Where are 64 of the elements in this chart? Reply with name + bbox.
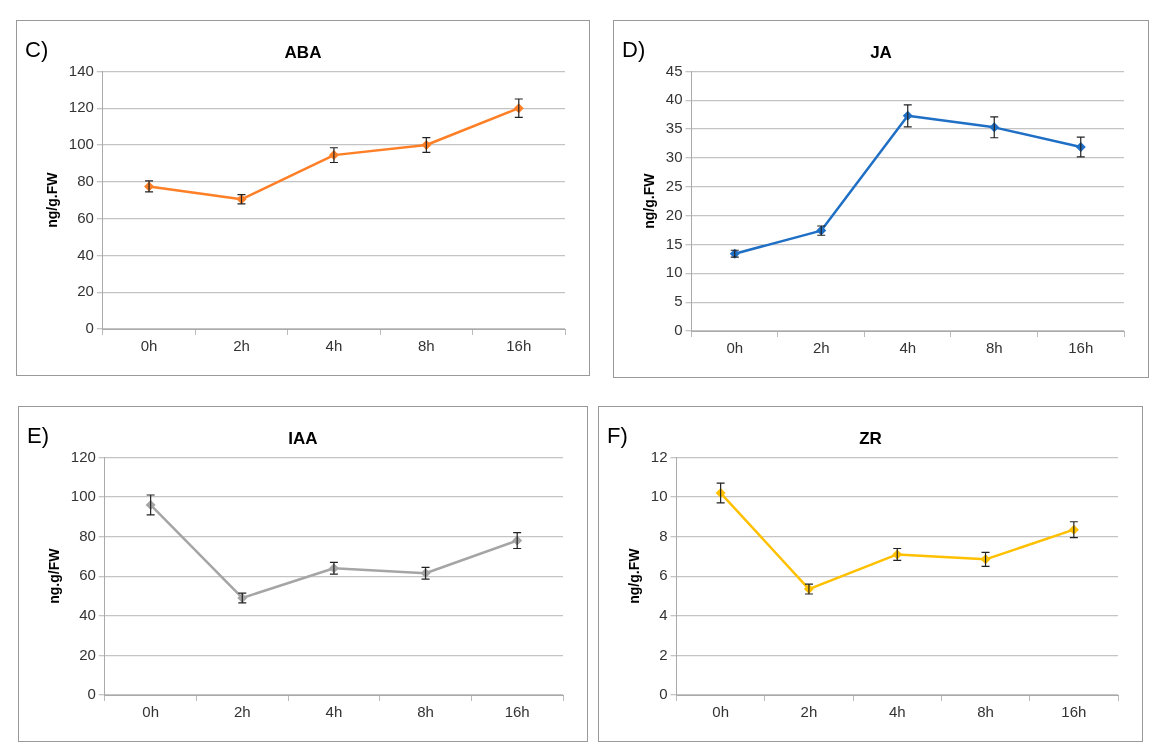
chart-title: IAA [288,428,318,448]
y-tick-label: 80 [79,526,96,544]
y-tick-label: 0 [659,685,668,703]
x-tick-label: 0h [726,339,744,357]
chart-title: ZR [859,428,882,448]
y-tick-label: 8 [659,526,668,544]
x-tick-label: 0h [142,703,159,721]
y-axis-title: ng.g/FW [46,547,63,604]
x-tick-label: 4h [899,339,917,357]
x-tick-label: 16h [506,337,532,355]
y-tick-label: 4 [659,605,668,623]
y-tick-label: 120 [70,447,96,465]
x-tick-label: 2h [233,703,251,721]
y-tick-label: 60 [77,208,94,226]
text: F) [607,423,628,449]
text: D) [622,37,646,63]
x-tick-label: 8h [417,703,434,721]
y-axis-title: ng/g.FW [44,171,61,228]
x-tick-label: 4h [325,337,343,355]
y-axis-title: ng/g.FW [626,547,643,604]
y-tick-label: 80 [77,171,94,189]
text: E) [27,423,49,449]
x-tick-label: 2h [812,339,830,357]
x-tick-label: 0h [140,337,158,355]
y-tick-label: 60 [79,566,96,584]
y-tick-label: 0 [87,685,96,703]
y-tick-label: 25 [665,176,683,194]
x-tick-label: 8h [985,339,1003,357]
y-tick-label: 6 [659,566,668,584]
y-tick-label: 140 [68,61,94,79]
y-tick-label: 2 [659,645,668,663]
x-tick-label: 0h [712,703,729,721]
y-tick-label: 100 [68,135,94,153]
x-tick-label: 8h [977,703,994,721]
y-tick-label: 20 [77,282,94,300]
x-tick-label: 8h [418,337,435,355]
y-tick-label: 10 [665,263,683,281]
y-tick-label: 40 [77,245,94,263]
y-tick-label: 12 [650,447,668,465]
x-tick-label: 16h [1068,339,1094,357]
y-tick-label: 40 [665,90,683,108]
text: C) [25,37,49,63]
y-tick-label: 45 [665,61,683,79]
x-tick-label: 2h [800,703,818,721]
y-tick-label: 5 [674,292,683,310]
x-tick-label: 4h [888,703,906,721]
y-tick-label: 20 [665,205,683,223]
y-tick-label: 0 [674,321,683,339]
y-tick-label: 20 [79,645,96,663]
x-tick-label: 2h [233,337,250,355]
y-tick-label: 0 [85,319,94,337]
y-tick-label: 15 [665,234,683,252]
y-tick-label: 100 [70,487,96,505]
y-tick-label: 120 [68,98,94,116]
chart-title: ABA [284,42,322,62]
x-tick-label: 16h [504,703,530,721]
y-tick-label: 35 [665,119,683,137]
y-tick-label: 40 [79,605,96,623]
y-tick-label: 10 [650,487,668,505]
x-tick-label: 16h [1061,703,1087,721]
y-tick-label: 30 [665,148,683,166]
y-axis-title: ng/g.FW [641,172,658,229]
x-tick-label: 4h [325,703,343,721]
chart-title: JA [870,42,892,62]
